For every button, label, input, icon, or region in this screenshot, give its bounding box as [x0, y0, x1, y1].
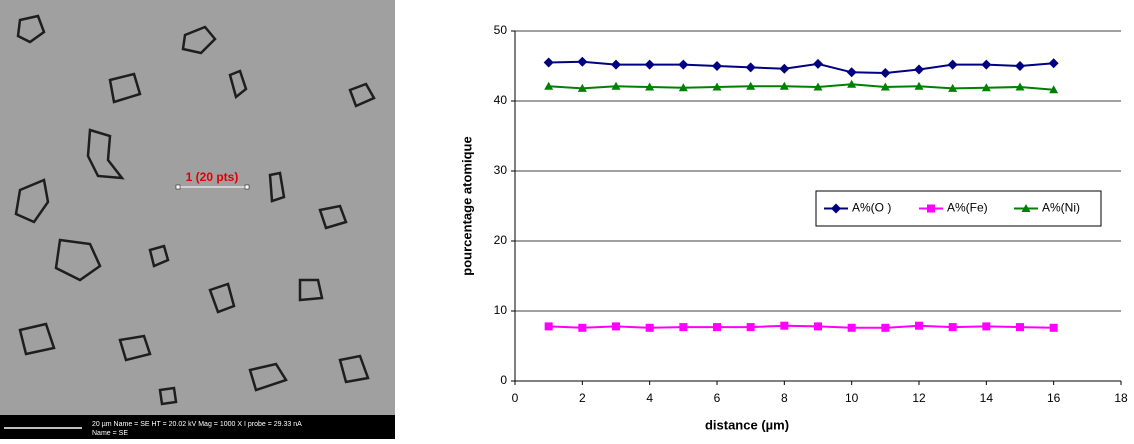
marker — [678, 59, 689, 70]
x-tick-label: 4 — [646, 391, 653, 405]
marker — [779, 81, 789, 90]
y-tick-label: 40 — [494, 93, 508, 107]
marker — [1016, 323, 1024, 332]
marker — [981, 59, 992, 70]
marker — [746, 81, 756, 90]
info-text: Name = SE — [92, 430, 128, 437]
info-bar — [0, 415, 395, 439]
marker — [611, 59, 621, 70]
y-tick-label: 30 — [494, 163, 508, 177]
profile-label: 1 (20 pts) — [186, 170, 239, 184]
marker — [577, 56, 588, 67]
x-tick-label: 0 — [512, 391, 519, 405]
marker — [1049, 85, 1059, 94]
marker — [947, 59, 958, 70]
marker — [881, 323, 890, 332]
marker — [712, 61, 722, 71]
marker — [915, 321, 923, 330]
marker — [814, 322, 822, 331]
profile-end — [244, 184, 250, 190]
legend-label: A%(O ) — [852, 201, 891, 215]
marker — [1049, 323, 1058, 332]
marker — [543, 57, 554, 68]
marker — [745, 62, 756, 73]
y-axis-label: pourcentage atomique — [459, 136, 474, 275]
y-tick-label: 50 — [494, 23, 508, 37]
x-tick-label: 10 — [845, 391, 859, 405]
marker — [880, 68, 891, 78]
marker — [914, 64, 924, 75]
marker — [927, 204, 935, 213]
sem-image: 1 (20 pts) 20 µm Name = SE HT = 20.02 kV… — [0, 0, 395, 439]
series-line — [548, 83, 1054, 91]
micrograph — [0, 0, 395, 439]
x-axis-label: distance (µm) — [705, 417, 789, 432]
marker — [679, 323, 688, 332]
x-tick-label: 6 — [714, 391, 721, 405]
marker — [746, 323, 755, 332]
marker — [847, 323, 856, 332]
y-tick-label: 20 — [494, 233, 508, 247]
marker — [612, 322, 620, 331]
marker — [914, 81, 924, 90]
x-tick-label: 8 — [781, 391, 788, 405]
marker — [1021, 204, 1031, 212]
x-tick-label: 16 — [1047, 391, 1061, 405]
marker — [813, 82, 823, 91]
marker — [577, 83, 587, 92]
marker — [981, 83, 991, 92]
marker — [846, 67, 857, 78]
marker — [644, 59, 655, 70]
marker — [948, 83, 958, 92]
profile-end — [175, 184, 181, 190]
marker — [948, 323, 957, 332]
series-line — [548, 60, 1054, 75]
marker — [831, 203, 841, 214]
marker — [578, 323, 587, 332]
marker — [713, 323, 721, 332]
marker — [1048, 58, 1059, 69]
marker — [1015, 61, 1025, 71]
series-line — [548, 324, 1054, 329]
marker — [813, 58, 823, 69]
marker — [611, 81, 621, 90]
info-text: 20 µm Name = SE HT = 20.02 kV Mag = 1000… — [92, 421, 302, 428]
x-tick-label: 18 — [1114, 391, 1128, 405]
marker — [544, 322, 553, 331]
x-tick-label: 2 — [579, 391, 586, 405]
x-tick-label: 14 — [980, 391, 994, 405]
marker — [645, 82, 655, 91]
y-tick-label: 10 — [494, 303, 508, 317]
marker — [678, 83, 688, 92]
marker — [982, 322, 991, 331]
marker — [544, 81, 554, 90]
legend-label: A%(Fe) — [947, 201, 988, 215]
marker — [847, 79, 857, 88]
marker — [780, 321, 789, 330]
grains — [14, 14, 376, 406]
marker — [880, 82, 890, 91]
x-tick-label: 12 — [912, 391, 926, 405]
marker — [712, 82, 722, 91]
legend — [815, 190, 1102, 227]
marker — [779, 63, 790, 74]
marker — [645, 323, 654, 332]
y-tick-label: 0 — [500, 373, 507, 387]
marker — [1015, 82, 1025, 91]
legend-label: A%(Ni) — [1042, 201, 1080, 215]
